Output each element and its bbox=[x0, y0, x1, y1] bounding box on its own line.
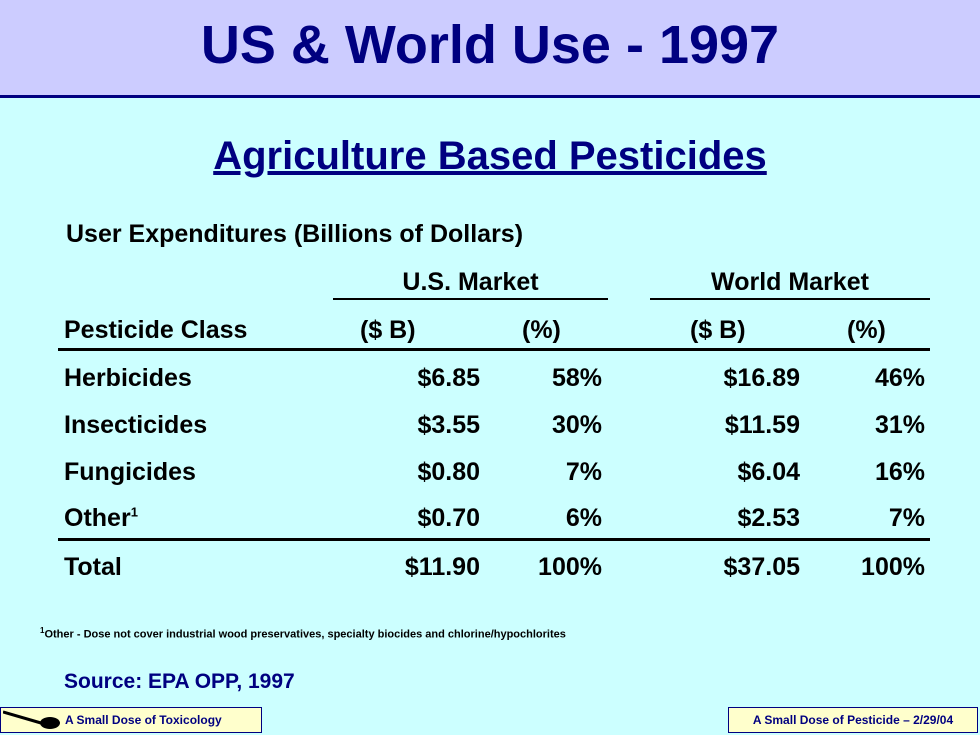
footnote-text: Other - Dose not cover industrial wood p… bbox=[44, 628, 566, 641]
row-other-footnote-mark: 1 bbox=[130, 504, 138, 520]
footer-right-text: A Small Dose of Pesticide – 2/29/04 bbox=[752, 713, 954, 727]
row-fungicides-world-pct: 16% bbox=[874, 458, 925, 486]
row-herbicides-world-usd: $16.89 bbox=[723, 364, 800, 392]
footer-left-text: A Small Dose of Toxicology bbox=[65, 713, 222, 727]
row-insecticides-world-pct: 31% bbox=[874, 411, 925, 439]
table-caption: User Expenditures (Billions of Dollars) bbox=[66, 220, 524, 248]
row-herbicides-us-usd: $6.85 bbox=[417, 364, 480, 392]
row-fungicides-us-usd: $0.80 bbox=[417, 458, 480, 486]
row-other-us-usd: $0.70 bbox=[417, 504, 480, 532]
column-header-world-pct: (%) bbox=[847, 316, 886, 344]
row-herbicides-world-pct: 46% bbox=[874, 364, 925, 392]
column-header-class: Pesticide Class bbox=[64, 316, 248, 344]
row-insecticides-world-usd: $11.59 bbox=[724, 411, 800, 439]
row-insecticides-us-usd: $3.55 bbox=[417, 411, 480, 439]
row-fungicides-world-usd: $6.04 bbox=[737, 458, 800, 486]
row-other-world-pct: 7% bbox=[888, 504, 925, 532]
group-header-us: U.S. Market bbox=[402, 268, 539, 296]
group-header-world: World Market bbox=[711, 268, 869, 296]
row-fungicides-us-pct: 7% bbox=[565, 458, 602, 486]
row-other-name: Other1 bbox=[64, 504, 138, 533]
row-other-label: Other bbox=[64, 504, 131, 532]
total-rule bbox=[58, 538, 930, 541]
header-rule bbox=[58, 348, 930, 351]
spoon-icon bbox=[3, 710, 60, 729]
slide-subtitle: Agriculture Based Pesticides bbox=[213, 134, 767, 178]
row-herbicides-name: Herbicides bbox=[64, 364, 192, 392]
footnote-mark: 1 bbox=[40, 626, 45, 635]
row-total-name: Total bbox=[64, 553, 122, 581]
column-header-world-usd: ($ B) bbox=[690, 316, 746, 344]
row-other-us-pct: 6% bbox=[565, 504, 602, 532]
column-header-us-usd: ($ B) bbox=[360, 316, 416, 344]
slide-title: US & World Use - 1997 bbox=[200, 15, 780, 75]
column-header-us-pct: (%) bbox=[522, 316, 561, 344]
row-other-world-usd: $2.53 bbox=[737, 504, 800, 532]
footnote: 1Other - Dose not cover industrial wood … bbox=[40, 626, 566, 641]
row-total-world-pct: 100% bbox=[861, 553, 925, 581]
footer-right: A Small Dose of Pesticide – 2/29/04 bbox=[728, 707, 978, 733]
footer-left: A Small Dose of Toxicology bbox=[0, 707, 262, 733]
title-bar bbox=[0, 0, 980, 98]
group-underline-world bbox=[650, 298, 930, 300]
row-fungicides-name: Fungicides bbox=[64, 458, 196, 486]
group-underline-us bbox=[333, 298, 608, 300]
row-insecticides-us-pct: 30% bbox=[551, 411, 602, 439]
source-note: Source: EPA OPP, 1997 bbox=[64, 670, 295, 693]
row-total-world-usd: $37.05 bbox=[723, 553, 800, 581]
row-total-us-usd: $11.90 bbox=[404, 553, 480, 581]
row-insecticides-name: Insecticides bbox=[64, 411, 208, 439]
row-herbicides-us-pct: 58% bbox=[551, 364, 602, 392]
row-total-us-pct: 100% bbox=[538, 553, 602, 581]
